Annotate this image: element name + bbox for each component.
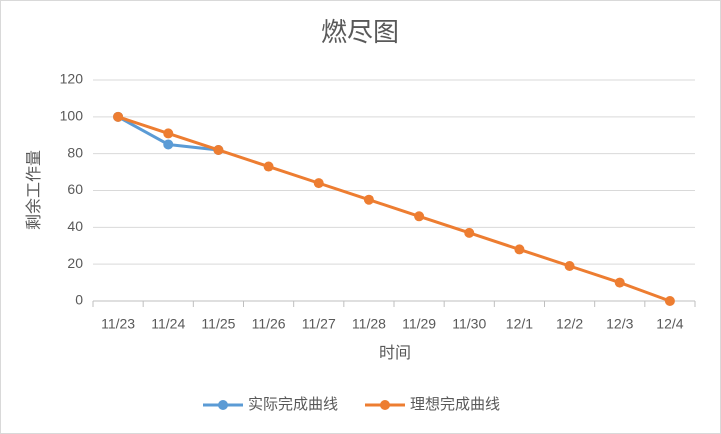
y-tick-label: 60: [67, 181, 83, 197]
x-tick-label: 11/26: [252, 316, 286, 332]
data-point: [163, 128, 174, 139]
legend-marker: [218, 400, 228, 410]
data-point: [313, 178, 324, 189]
y-axis-label: 剩余工作量: [24, 150, 43, 230]
x-tick-label: 11/30: [452, 316, 486, 332]
x-tick-label: 11/29: [402, 316, 436, 332]
x-tick-label: 11/25: [201, 316, 235, 332]
data-point: [163, 139, 174, 150]
legend-label: 实际完成曲线: [248, 396, 338, 413]
data-point: [263, 161, 274, 172]
y-tick-label: 80: [67, 144, 83, 160]
y-tick-label: 20: [67, 255, 83, 271]
x-tick-label: 11/24: [151, 316, 185, 332]
x-tick-label: 12/4: [656, 316, 683, 332]
data-point: [614, 277, 625, 288]
x-tick-label: 12/3: [606, 316, 633, 332]
chart-title: 燃尽图: [321, 17, 399, 47]
legend: 实际完成曲线 理想完成曲线: [203, 396, 500, 413]
y-tick-label: 100: [60, 108, 84, 124]
data-point: [464, 227, 475, 238]
data-point: [363, 194, 374, 205]
x-tick-label: 11/28: [352, 316, 386, 332]
data-point: [514, 244, 525, 255]
x-tick-label: 11/23: [101, 316, 135, 332]
x-tick-label: 12/2: [556, 316, 583, 332]
data-point: [414, 211, 425, 222]
legend-marker: [380, 400, 390, 410]
data-point: [213, 144, 224, 155]
y-tick-label: 0: [75, 292, 83, 308]
x-axis-label: 时间: [379, 344, 411, 362]
legend-label: 理想完成曲线: [410, 396, 500, 413]
data-point: [664, 296, 675, 306]
series-line: [117, 115, 671, 303]
x-tick-label: 11/27: [302, 316, 336, 332]
y-tick-label: 40: [67, 218, 83, 234]
data-point: [113, 111, 124, 122]
data-point: [564, 261, 575, 272]
y-tick-label: 120: [60, 71, 84, 87]
x-tick-label: 12/1: [506, 316, 533, 332]
